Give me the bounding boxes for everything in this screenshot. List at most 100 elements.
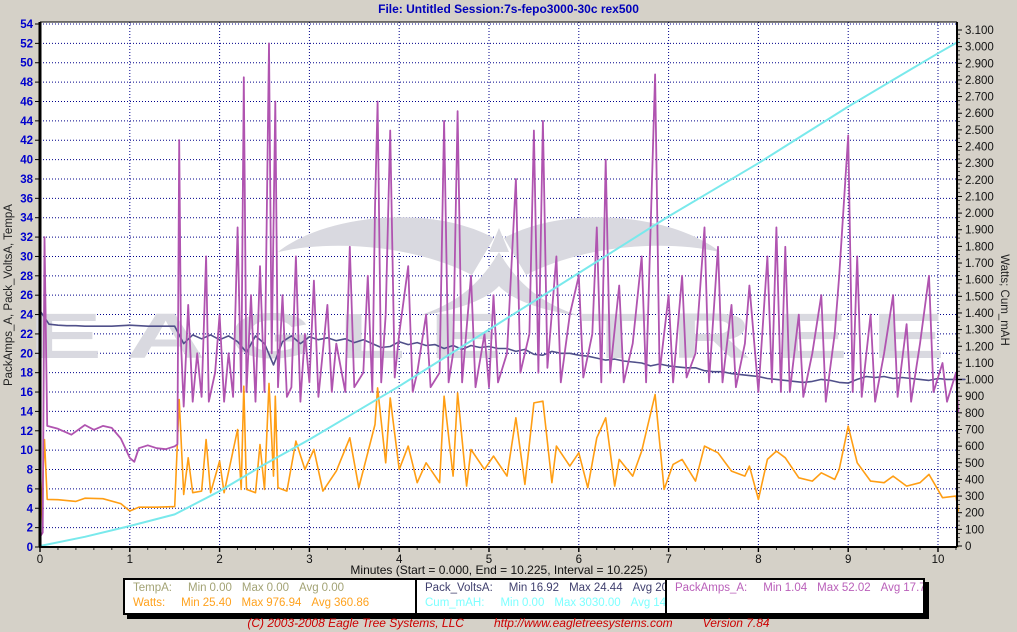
left-tick-label: 10 [20, 445, 33, 457]
right-tick-label: 1.000 [965, 375, 994, 387]
right-tick-label: 500 [965, 458, 984, 470]
axis-frame [38, 21, 958, 548]
left-tick-label: 26 [20, 290, 33, 302]
left-tick-label: 6 [27, 484, 33, 496]
stat-min: 1.04 [784, 582, 808, 594]
stat-max: 52.02 [841, 582, 871, 594]
right-tick-label: 1.800 [965, 241, 994, 253]
right-tick-label: 0 [965, 541, 971, 553]
right-tick-label: 700 [965, 424, 984, 436]
x-tick-label: 2 [216, 554, 222, 566]
right-tick-label: 100 [965, 524, 984, 536]
right-tick-label: 900 [965, 391, 984, 403]
x-tick-label: 10 [932, 554, 945, 566]
right-tick-label: 2.400 [965, 142, 994, 154]
left-axis-title: PackAmps_A, Pack_VoltsA, TempA [3, 204, 15, 386]
left-tick-label: 48 [20, 77, 33, 89]
x-tick-label: 6 [576, 554, 582, 566]
stat-avg: 360.86 [334, 597, 370, 609]
x-tick-label: 5 [486, 554, 492, 566]
right-tick-label: 1.900 [965, 225, 994, 237]
right-tick-label: 2.900 [965, 58, 994, 70]
legend-series-name: Pack_VoltsA: [425, 582, 493, 594]
trace-watts [39, 382, 960, 543]
trace-pack_voltsa [39, 309, 966, 384]
x-tick-label: 9 [845, 554, 851, 566]
left-tick-label: 44 [20, 116, 33, 128]
x-tick-label: 8 [755, 554, 761, 566]
legend-series-name: PackAmps_A: [675, 582, 748, 594]
left-tick-label: 54 [20, 19, 33, 31]
right-tick-label: 1.300 [965, 325, 994, 337]
left-tick-label: 32 [20, 232, 33, 244]
stat-max: 0.00 [266, 582, 290, 594]
right-axis-title: Watts; Cum_mAH [998, 254, 1010, 346]
right-tick-label: 3.100 [965, 25, 994, 37]
left-tick-label: 50 [20, 58, 33, 70]
left-tick-label: 18 [20, 368, 33, 380]
legend-series-name: Cum_mAH: [425, 597, 485, 609]
left-tick-label: 2 [27, 523, 33, 535]
right-tick-label: 2.700 [965, 92, 994, 104]
left-tick-label: 20 [20, 348, 33, 360]
stat-avg: 17.79 [903, 582, 923, 594]
stat-min: 0.00 [521, 597, 545, 609]
right-tick-label: 300 [965, 491, 984, 503]
right-tick-label: 2.300 [965, 158, 994, 170]
footer: (C) 2003-2008 Eagle Tree Systems, LLC htt… [0, 616, 1017, 630]
left-tick-label: 22 [20, 329, 33, 341]
right-tick-label: 2.000 [965, 208, 994, 220]
legend-row-watts: Watts: Min 25.40 Max 976.94 Avg 360.86 [133, 597, 370, 609]
legend-row-tempa: TempA: Min 0.00 Max 0.00 Avg 0.00 [133, 582, 345, 594]
stat-avg: 0.00 [321, 582, 345, 594]
x-tick-label: 7 [665, 554, 671, 566]
x-tick-label: 0 [37, 554, 43, 566]
left-tick-label: 36 [20, 193, 33, 205]
right-tick-label: 1.100 [965, 358, 994, 370]
right-tick-label: 2.800 [965, 75, 994, 87]
right-tick-label: 200 [965, 508, 984, 520]
x-tick-label: 4 [396, 554, 403, 566]
left-tick-label: 40 [20, 155, 33, 167]
right-tick-label: 800 [965, 408, 984, 420]
stat-min: 16.92 [530, 582, 560, 594]
version-text: Version 7.84 [702, 616, 770, 630]
right-tick-label: 1.400 [965, 308, 994, 320]
gridlines [40, 22, 957, 547]
right-tick-label: 1.600 [965, 275, 994, 287]
watermark-text: EAGLE TREE [29, 300, 969, 372]
left-tick-label: 12 [20, 426, 33, 438]
stat-max: 3030.00 [579, 597, 621, 609]
session-title: File: Untitled Session:7s-fepo3000-30c r… [378, 2, 639, 16]
left-tick-label: 24 [20, 310, 33, 322]
left-tick-label: 4 [27, 503, 34, 515]
legend-panel: TempA: Min 0.00 Max 0.00 Avg 0.00 Watts: Min 25.… [123, 578, 925, 615]
right-tick-label: 1.700 [965, 258, 994, 270]
left-tick-label: 8 [27, 465, 34, 477]
left-tick-label: 14 [20, 406, 33, 418]
stat-min: 0.00 [209, 582, 232, 594]
title-bar: File: Untitled Session:7s-fepo3000-30c r… [0, 0, 1017, 20]
right-tick-label: 1.500 [965, 291, 994, 303]
left-tick-label: 28 [20, 271, 33, 283]
right-tick-label: 2.200 [965, 175, 994, 187]
stat-min: 25.40 [202, 597, 232, 609]
legend-series-name: Watts: [133, 597, 166, 609]
right-tick-label: 3.000 [965, 42, 994, 54]
left-tick-label: 52 [20, 38, 33, 50]
x-axis-ticks: 0 1 2 3 4 5 6 7 8 9 10 [37, 547, 957, 566]
left-tick-label: 0 [27, 542, 33, 554]
stat-max: 976.94 [266, 597, 302, 609]
x-tick-label: 1 [127, 554, 133, 566]
right-tick-label: 2.100 [965, 191, 994, 203]
left-tick-label: 38 [20, 174, 33, 186]
stat-max: 24.44 [593, 582, 623, 594]
copyright-text: (C) 2003-2008 Eagle Tree Systems, LLC [247, 616, 464, 630]
stat-avg: 20.52 [655, 582, 665, 594]
